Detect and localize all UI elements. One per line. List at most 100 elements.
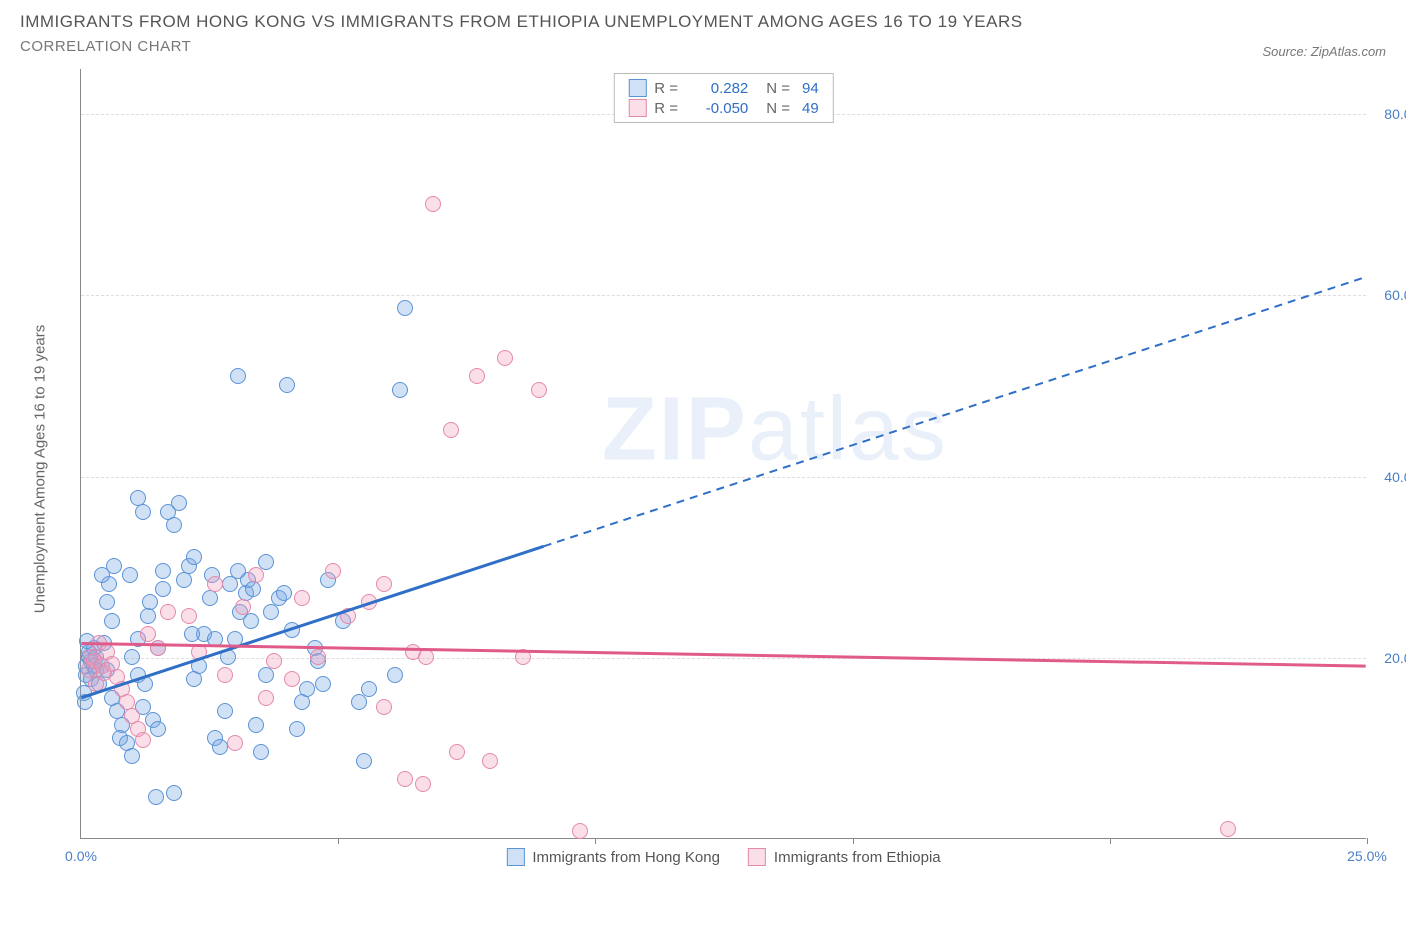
data-point-hk xyxy=(171,495,187,511)
watermark: ZIPatlas xyxy=(602,379,948,482)
data-point-hk xyxy=(253,744,269,760)
swatch-hk xyxy=(628,79,646,97)
data-point-et xyxy=(266,653,282,669)
legend-item-hk: Immigrants from Hong Kong xyxy=(506,848,720,866)
x-tick-label: 0.0% xyxy=(65,848,97,864)
data-point-hk xyxy=(77,694,93,710)
series-name-hk: Immigrants from Hong Kong xyxy=(532,849,720,866)
data-point-hk xyxy=(212,739,228,755)
data-point-et xyxy=(235,599,251,615)
data-point-hk xyxy=(356,753,372,769)
data-point-hk xyxy=(299,681,315,697)
data-point-et xyxy=(1220,821,1236,837)
legend-row-hk: R = 0.282 N = 94 xyxy=(628,78,818,98)
legend-item-et: Immigrants from Ethiopia xyxy=(748,848,941,866)
data-point-et xyxy=(361,594,377,610)
data-point-hk xyxy=(99,594,115,610)
data-point-hk xyxy=(217,703,233,719)
data-point-et xyxy=(325,563,341,579)
data-point-hk xyxy=(248,717,264,733)
data-point-et xyxy=(572,823,588,839)
data-point-et xyxy=(397,771,413,787)
y-tick-label: 40.0% xyxy=(1374,469,1406,485)
data-point-et xyxy=(425,196,441,212)
data-point-hk xyxy=(263,604,279,620)
data-point-et xyxy=(310,649,326,665)
data-point-hk xyxy=(276,585,292,601)
r-value-et: -0.050 xyxy=(688,100,748,117)
data-point-hk xyxy=(243,613,259,629)
data-point-et xyxy=(135,732,151,748)
data-point-hk xyxy=(258,554,274,570)
data-point-et xyxy=(294,590,310,606)
x-tick-label: 25.0% xyxy=(1347,848,1387,864)
data-point-hk xyxy=(245,581,261,597)
gridline-h xyxy=(81,295,1366,296)
x-tick xyxy=(1367,838,1368,844)
x-tick xyxy=(338,838,339,844)
chart-subtitle: CORRELATION CHART xyxy=(20,38,191,55)
data-point-hk xyxy=(166,517,182,533)
source-attribution: Source: ZipAtlas.com xyxy=(1262,44,1386,59)
swatch-et xyxy=(628,99,646,117)
data-point-et xyxy=(376,699,392,715)
data-point-hk xyxy=(155,563,171,579)
n-value-et: 49 xyxy=(802,100,819,117)
legend-row-et: R = -0.050 N = 49 xyxy=(628,98,818,118)
data-point-et xyxy=(207,576,223,592)
x-tick xyxy=(853,838,854,844)
plot-area: R = 0.282 N = 94 R = -0.050 N = 49 ZIPat… xyxy=(80,69,1366,839)
y-tick-label: 20.0% xyxy=(1374,650,1406,666)
x-tick xyxy=(1110,838,1111,844)
data-point-et xyxy=(415,776,431,792)
data-point-hk xyxy=(155,581,171,597)
data-point-et xyxy=(376,576,392,592)
data-point-hk xyxy=(148,789,164,805)
data-point-hk xyxy=(397,300,413,316)
data-point-hk xyxy=(227,631,243,647)
data-point-hk xyxy=(222,576,238,592)
data-point-hk xyxy=(351,694,367,710)
data-point-hk xyxy=(150,721,166,737)
n-value-hk: 94 xyxy=(802,80,819,97)
r-value-hk: 0.282 xyxy=(688,80,748,97)
y-tick-label: 60.0% xyxy=(1374,287,1406,303)
data-point-et xyxy=(443,422,459,438)
data-point-et xyxy=(227,735,243,751)
r-label: R = xyxy=(654,100,680,117)
trendline-dashed-hk xyxy=(544,277,1366,546)
data-point-et xyxy=(449,744,465,760)
data-point-hk xyxy=(279,377,295,393)
series-legend: Immigrants from Hong Kong Immigrants fro… xyxy=(506,848,940,866)
y-tick-label: 80.0% xyxy=(1374,106,1406,122)
data-point-et xyxy=(531,382,547,398)
data-point-et xyxy=(191,644,207,660)
data-point-hk xyxy=(230,368,246,384)
data-point-et xyxy=(469,368,485,384)
data-point-et xyxy=(217,667,233,683)
swatch-hk xyxy=(506,848,524,866)
data-point-hk xyxy=(258,667,274,683)
data-point-hk xyxy=(392,382,408,398)
trend-lines xyxy=(81,69,1366,838)
data-point-et xyxy=(248,567,264,583)
data-point-et xyxy=(482,753,498,769)
data-point-hk xyxy=(124,649,140,665)
data-point-hk xyxy=(122,567,138,583)
data-point-hk xyxy=(387,667,403,683)
data-point-et xyxy=(515,649,531,665)
series-name-et: Immigrants from Ethiopia xyxy=(774,849,941,866)
correlation-legend: R = 0.282 N = 94 R = -0.050 N = 49 xyxy=(613,73,833,123)
data-point-et xyxy=(497,350,513,366)
y-axis-label: Unemployment Among Ages 16 to 19 years xyxy=(32,325,49,614)
data-point-hk xyxy=(140,608,156,624)
data-point-hk xyxy=(186,549,202,565)
data-point-et xyxy=(418,649,434,665)
data-point-hk xyxy=(106,558,122,574)
data-point-et xyxy=(258,690,274,706)
r-label: R = xyxy=(654,80,680,97)
data-point-hk xyxy=(315,676,331,692)
n-label: N = xyxy=(766,80,790,97)
chart-title: IMMIGRANTS FROM HONG KONG VS IMMIGRANTS … xyxy=(20,12,1386,32)
data-point-hk xyxy=(135,504,151,520)
